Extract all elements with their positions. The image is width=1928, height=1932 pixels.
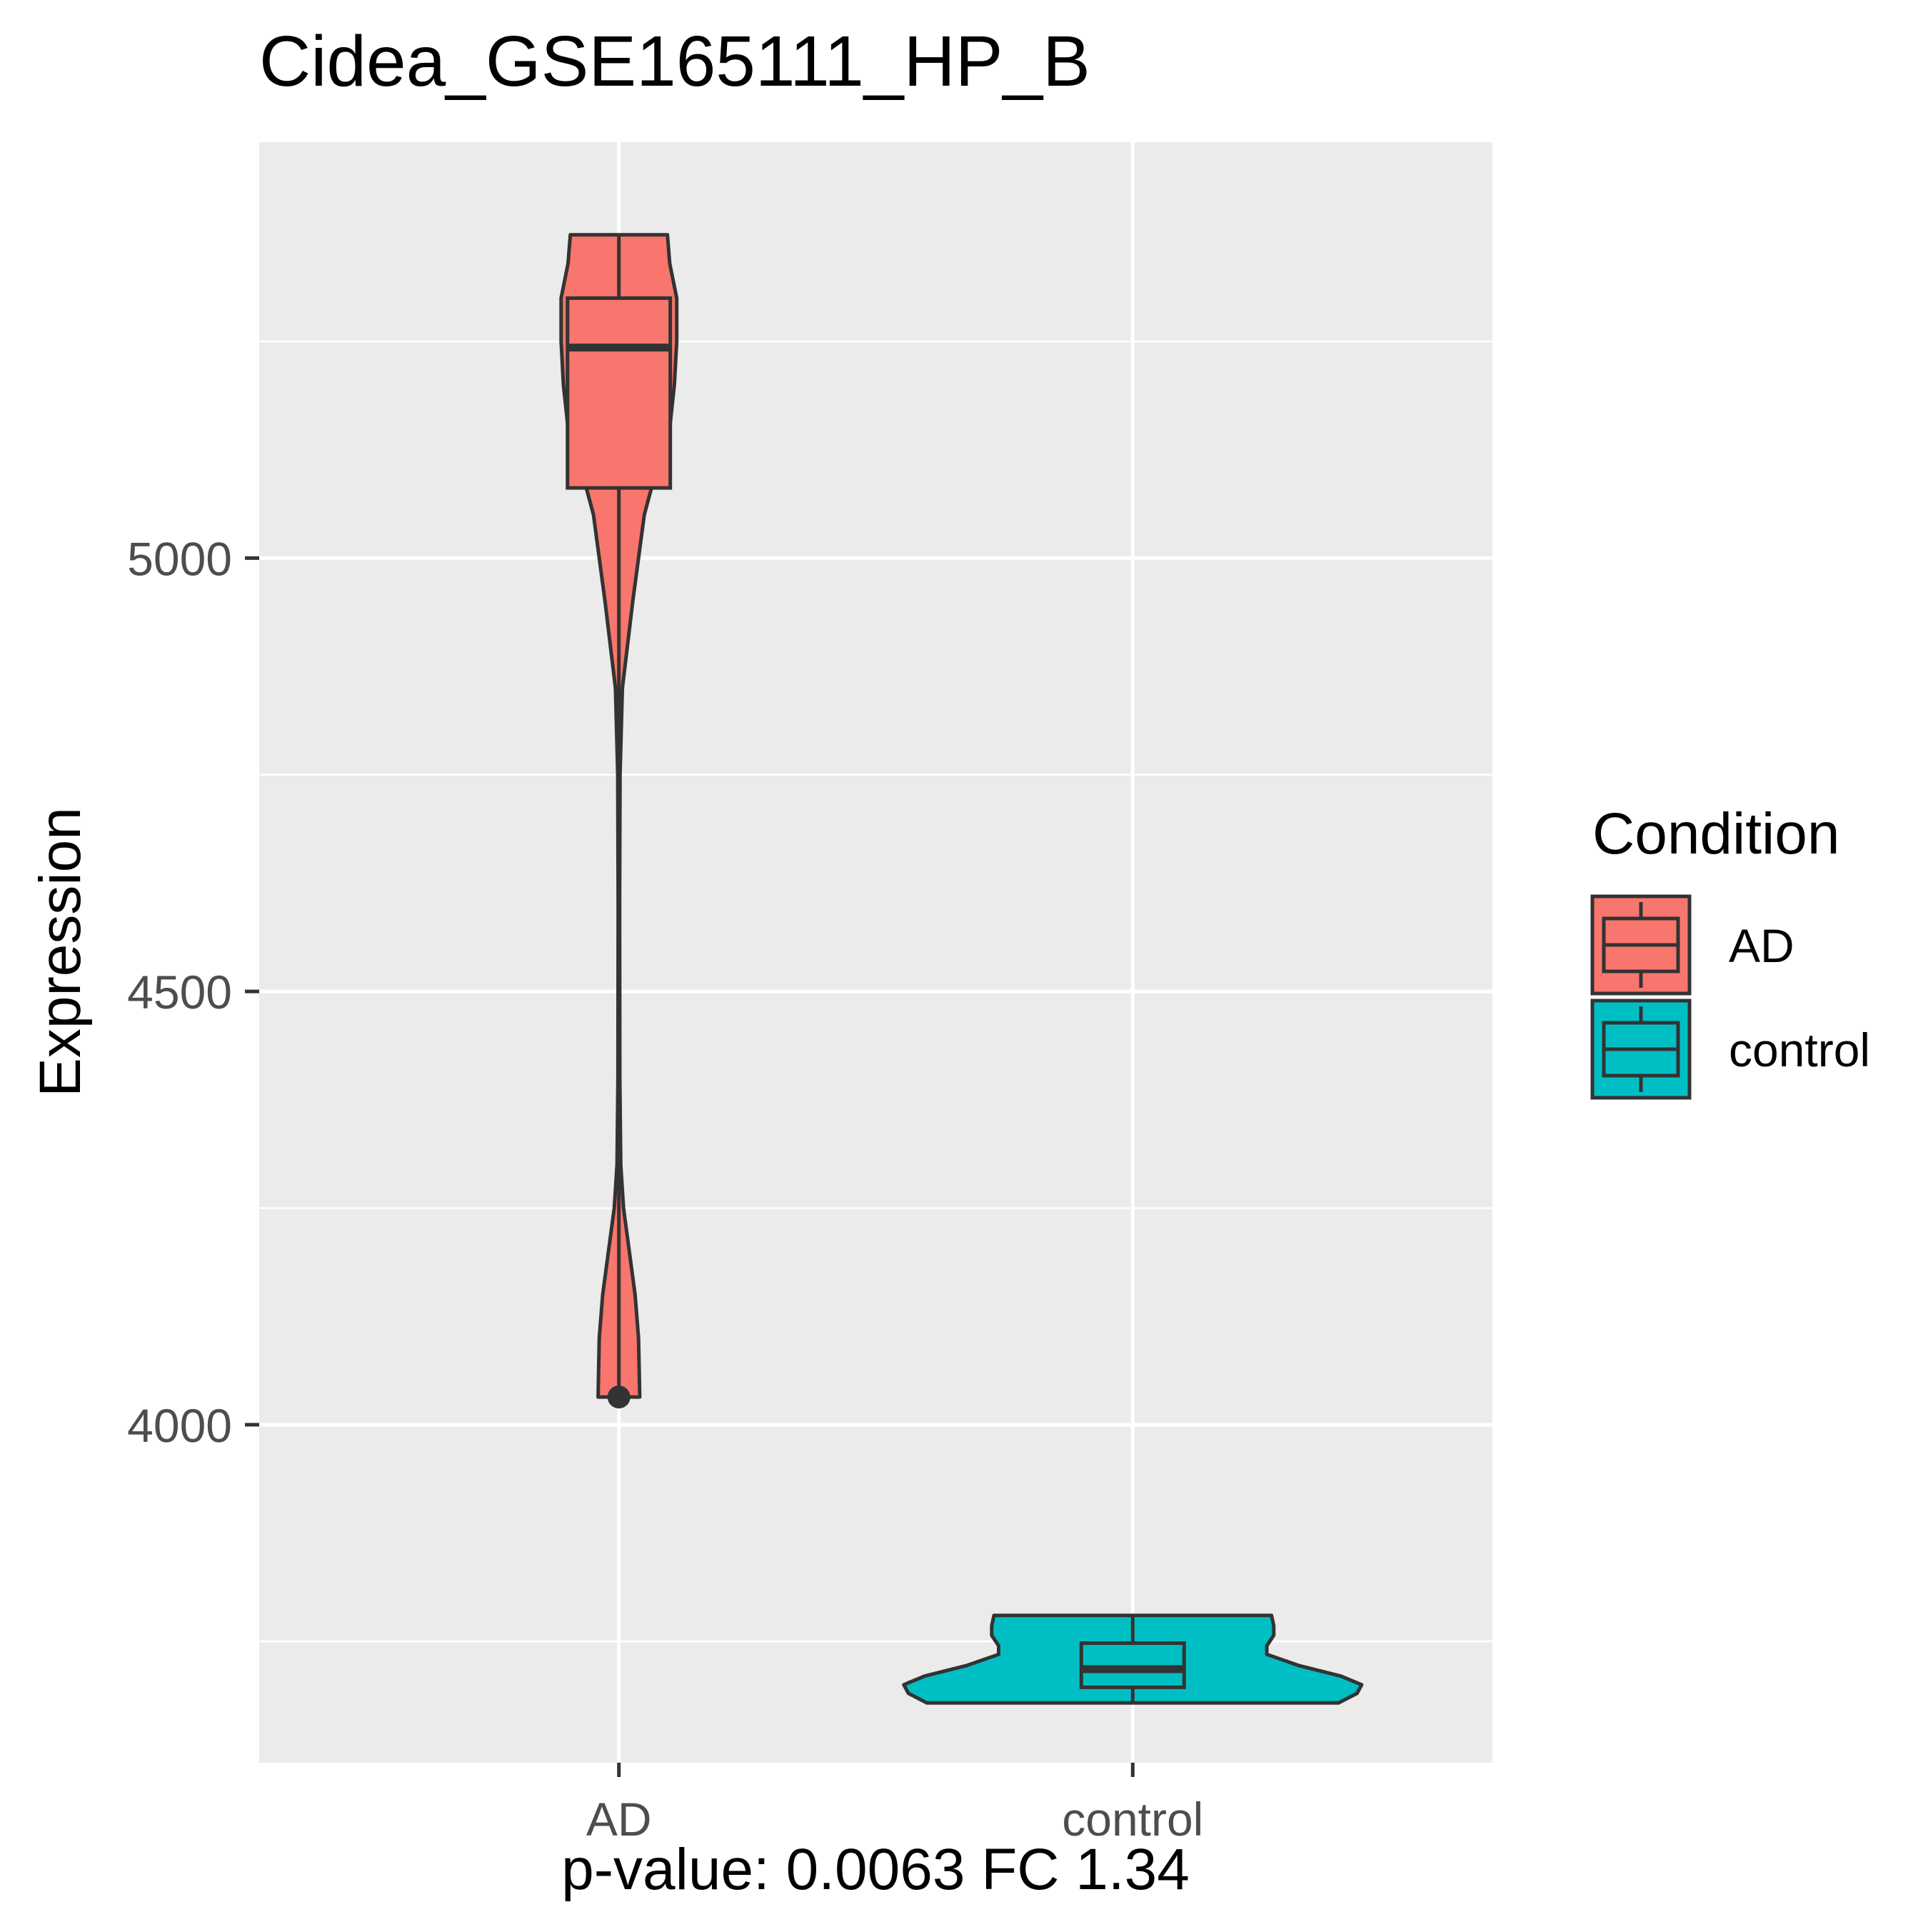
legend-label-control: control: [1729, 1023, 1870, 1076]
y-tick-label: 5000: [127, 532, 232, 585]
y-axis-label: Expression: [28, 807, 93, 1097]
x-tick-label-ad: AD: [586, 1793, 652, 1846]
x-tick-label-control: control: [1062, 1793, 1203, 1846]
outlier-point-ad: [607, 1385, 631, 1408]
legend-title: Condition: [1592, 801, 1839, 866]
plot-panel: [259, 142, 1492, 1763]
legend: Condition AD control: [1590, 801, 1870, 1100]
grid-lines: [259, 142, 1492, 1763]
boxplots: [566, 234, 1186, 1703]
box-ad: [566, 296, 673, 490]
x-axis-label: p-value: 0.0063 FC 1.34: [561, 1837, 1190, 1902]
y-tick-label: 4000: [127, 1399, 232, 1452]
chart-title: Cidea_GSE165111_HP_B: [259, 21, 1090, 101]
axes: 4000 4500 5000 AD control: [127, 532, 1203, 1846]
y-tick-label: 4500: [127, 966, 232, 1018]
legend-label-ad: AD: [1729, 919, 1794, 972]
